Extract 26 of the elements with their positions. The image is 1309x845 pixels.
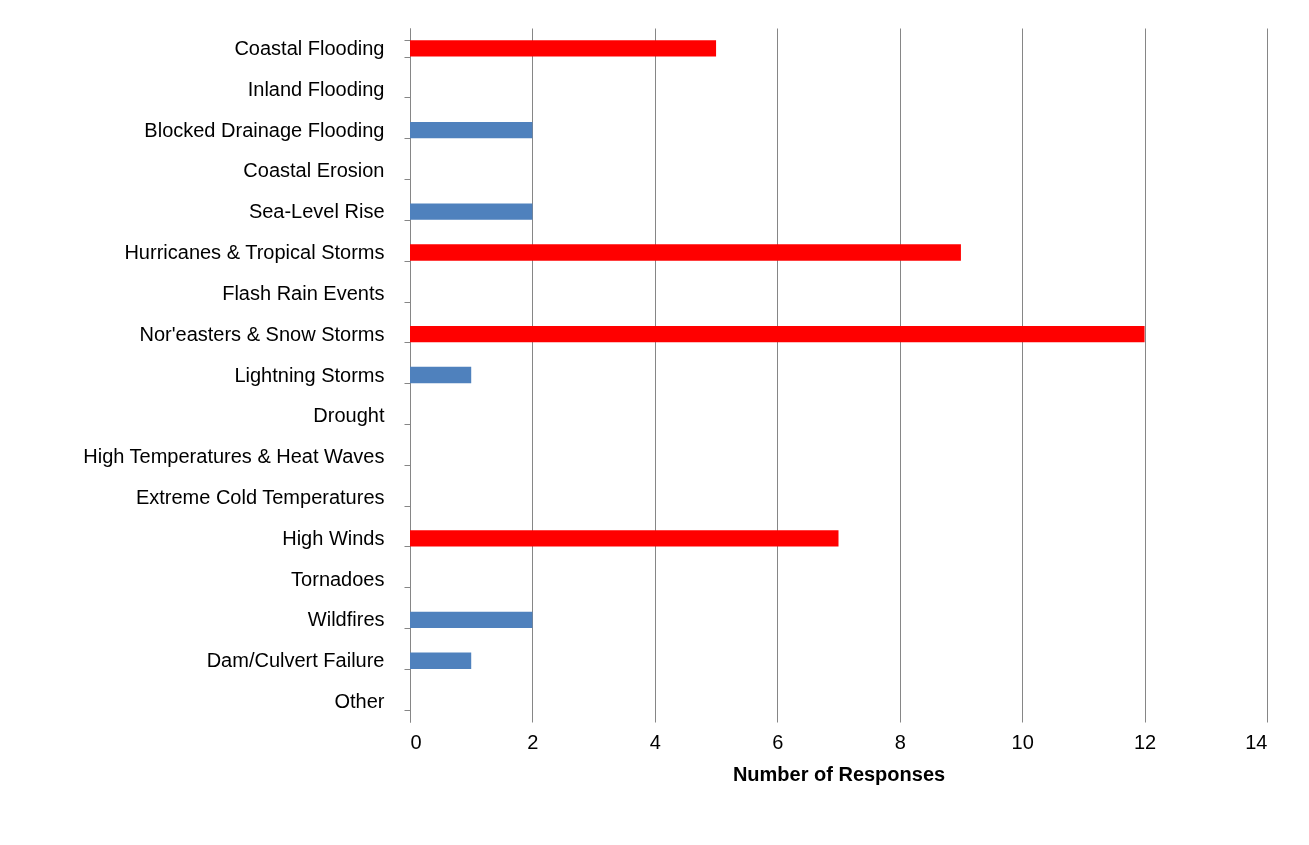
y-tick-label: Flash Rain Events [222,281,385,304]
y-tick-label: Sea-Level Rise [248,200,385,223]
y-tick-label: Hurricanes & Tropical Storms [124,241,385,264]
y-tick-label: Tornadoes [291,567,385,590]
y-tick-label: Coastal Flooding [234,36,385,59]
y-tick-label: High Temperatures & Heat Waves [83,445,385,468]
y-tick-label: Coastal Erosion [243,159,385,182]
y-tick-label: Lightning Storms [234,363,385,386]
x-tick-label: 8 [894,730,906,753]
x-tick-label: 0 [410,730,422,753]
y-tick-label: Wildfires [307,608,385,631]
y-tick-label: Dam/Culvert Failure [206,649,385,672]
x-tick-label: 2 [527,730,539,753]
y-tick-label: Other [334,690,385,713]
x-tick-label: 6 [772,730,784,753]
x-tick-label: 4 [649,730,661,753]
x-axis-title: Number of Responses [732,762,946,785]
y-tick-label: Inland Flooding [247,77,385,100]
x-tick-label: 10 [1011,730,1034,753]
y-tick-label: Drought [313,404,385,427]
x-tick-label: 12 [1133,730,1157,753]
y-tick-label: Nor'easters & Snow Storms [139,322,385,345]
y-tick-label: Extreme Cold Temperatures [135,485,385,508]
y-tick-label: High Winds [282,526,385,549]
x-tick-label: 14 [1245,730,1268,753]
y-tick-label: Blocked Drainage Flooding [144,118,385,141]
